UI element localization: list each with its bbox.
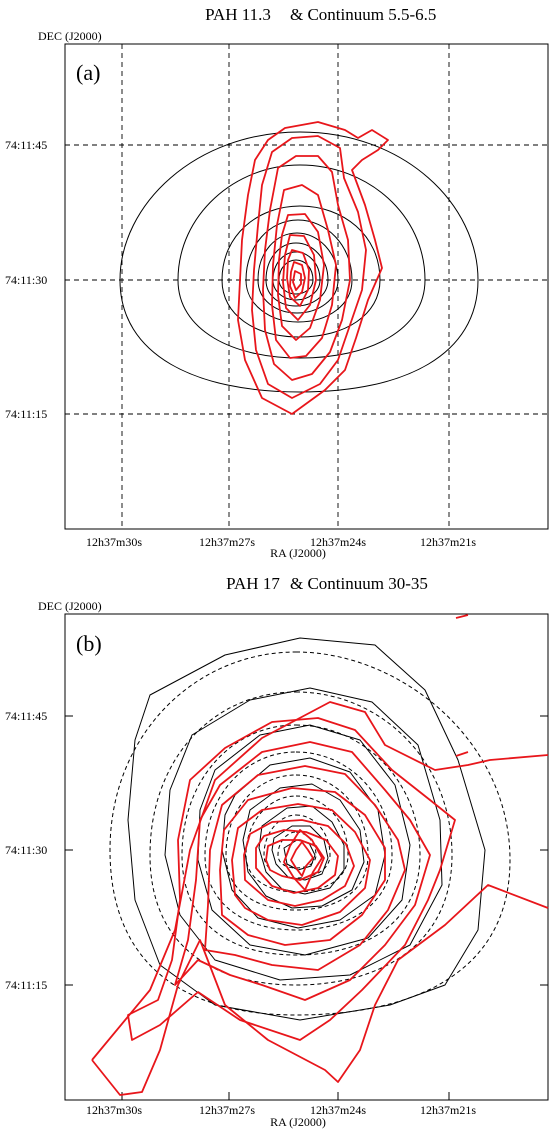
panel-b-frame — [64, 613, 549, 1101]
panel-a-title-black: & Continuum 5.5-6.5 — [290, 5, 436, 24]
pah-contour — [243, 819, 355, 907]
y-tick-label: 74:11:30 — [5, 273, 47, 287]
panel-a-continuum-contours — [119, 131, 479, 393]
continuum-contour — [257, 232, 339, 314]
pah-contour-tail — [91, 701, 549, 1061]
continuum-contour — [245, 219, 353, 323]
x-tick-label: 12h37m24s — [310, 535, 366, 549]
panel-b-y-ticks: 74:11:45 74:11:30 74:11:15 — [5, 709, 47, 992]
continuum-contour — [272, 251, 321, 301]
continuum-contour — [271, 825, 329, 881]
x-tick-label: 12h37m27s — [199, 535, 255, 549]
pah-contour — [237, 121, 389, 415]
panel-a-xlabel: RA (J2000) — [270, 546, 326, 560]
panel-b-pah-contours — [91, 614, 549, 1096]
y-tick-label: 74:11:15 — [5, 978, 47, 992]
pah-contour — [204, 765, 406, 971]
pah-contour — [286, 249, 310, 307]
pah-contour — [231, 803, 371, 926]
panel-a-title-red: PAH 11.3 — [205, 5, 271, 24]
panel-b-label: (b) — [76, 631, 102, 656]
panel-a: PAH 11.3 & Continuum 5.5-6.5 DEC (J2000)… — [5, 5, 549, 560]
pah-contour — [174, 741, 431, 1001]
pah-contour — [292, 270, 302, 291]
panel-a-label: (a) — [76, 60, 100, 85]
x-tick-label: 12h37m21s — [420, 535, 476, 549]
pah-contour-tail — [91, 884, 549, 1096]
pah-contour — [282, 234, 317, 321]
pah-contour — [219, 787, 386, 946]
panel-a-ylabel: DEC (J2000) — [38, 29, 102, 43]
continuum-contour — [221, 757, 386, 929]
continuum-contour — [221, 205, 381, 338]
pah-contour — [271, 184, 337, 359]
continuum-contour — [197, 724, 411, 956]
continuum-contour-dashed — [149, 691, 453, 986]
panel-a-frame — [64, 43, 549, 530]
panel-b-xlabel: RA (J2000) — [270, 1115, 326, 1129]
y-tick-label: 74:11:45 — [5, 709, 47, 723]
continuum-contour — [127, 637, 486, 1021]
pah-contour-edge — [455, 614, 469, 757]
panel-a-pah-contours — [237, 121, 389, 415]
pah-contour — [290, 841, 314, 877]
continuum-contour-dashed — [109, 651, 511, 1016]
continuum-contour — [119, 131, 479, 393]
panel-b: PAH 17 & Continuum 30-35 DEC (J2000) (b)… — [5, 574, 549, 1129]
pah-contour — [251, 135, 367, 399]
pah-contour — [255, 829, 339, 894]
x-tick-label: 12h37m24s — [310, 1103, 366, 1117]
panel-b-ylabel: DEC (J2000) — [38, 599, 102, 613]
continuum-contour-dashed — [245, 795, 349, 893]
y-tick-label: 74:11:15 — [5, 407, 47, 421]
continuum-contour — [242, 783, 365, 909]
pah-contour — [127, 717, 456, 1041]
continuum-contour-dashed — [204, 751, 393, 931]
panel-b-x-ticks: 12h37m30s 12h37m27s 12h37m24s 12h37m21s — [86, 1103, 476, 1117]
pah-contour — [262, 155, 351, 381]
pah-contour — [265, 839, 325, 881]
y-tick-label: 74:11:45 — [5, 138, 47, 152]
continuum-contour-dashed — [225, 774, 369, 911]
continuum-contour — [265, 242, 329, 307]
pah-contour — [289, 261, 306, 299]
x-tick-label: 12h37m21s — [420, 1103, 476, 1117]
continuum-contour — [177, 164, 426, 359]
panel-a-y-ticks: 74:11:45 74:11:30 74:11:15 — [5, 138, 47, 421]
x-tick-label: 12h37m30s — [86, 535, 142, 549]
panel-b-ticks — [65, 715, 548, 1100]
continuum-contour — [164, 687, 443, 981]
panel-a-grid — [65, 44, 548, 529]
y-tick-label: 74:11:30 — [5, 843, 47, 857]
x-tick-label: 12h37m30s — [86, 1103, 142, 1117]
panel-a-x-ticks: 12h37m30s 12h37m27s 12h37m24s 12h37m21s — [86, 535, 476, 549]
panel-b-title-red: PAH 17 — [226, 574, 280, 593]
panel-b-continuum-solid — [127, 637, 486, 1021]
pah-contour — [283, 829, 323, 891]
panel-b-title-black: & Continuum 30-35 — [290, 574, 428, 593]
pah-contour — [277, 213, 325, 341]
continuum-contour-dashed — [181, 724, 421, 956]
x-tick-label: 12h37m27s — [199, 1103, 255, 1117]
continuum-contour-dashed — [263, 814, 331, 879]
